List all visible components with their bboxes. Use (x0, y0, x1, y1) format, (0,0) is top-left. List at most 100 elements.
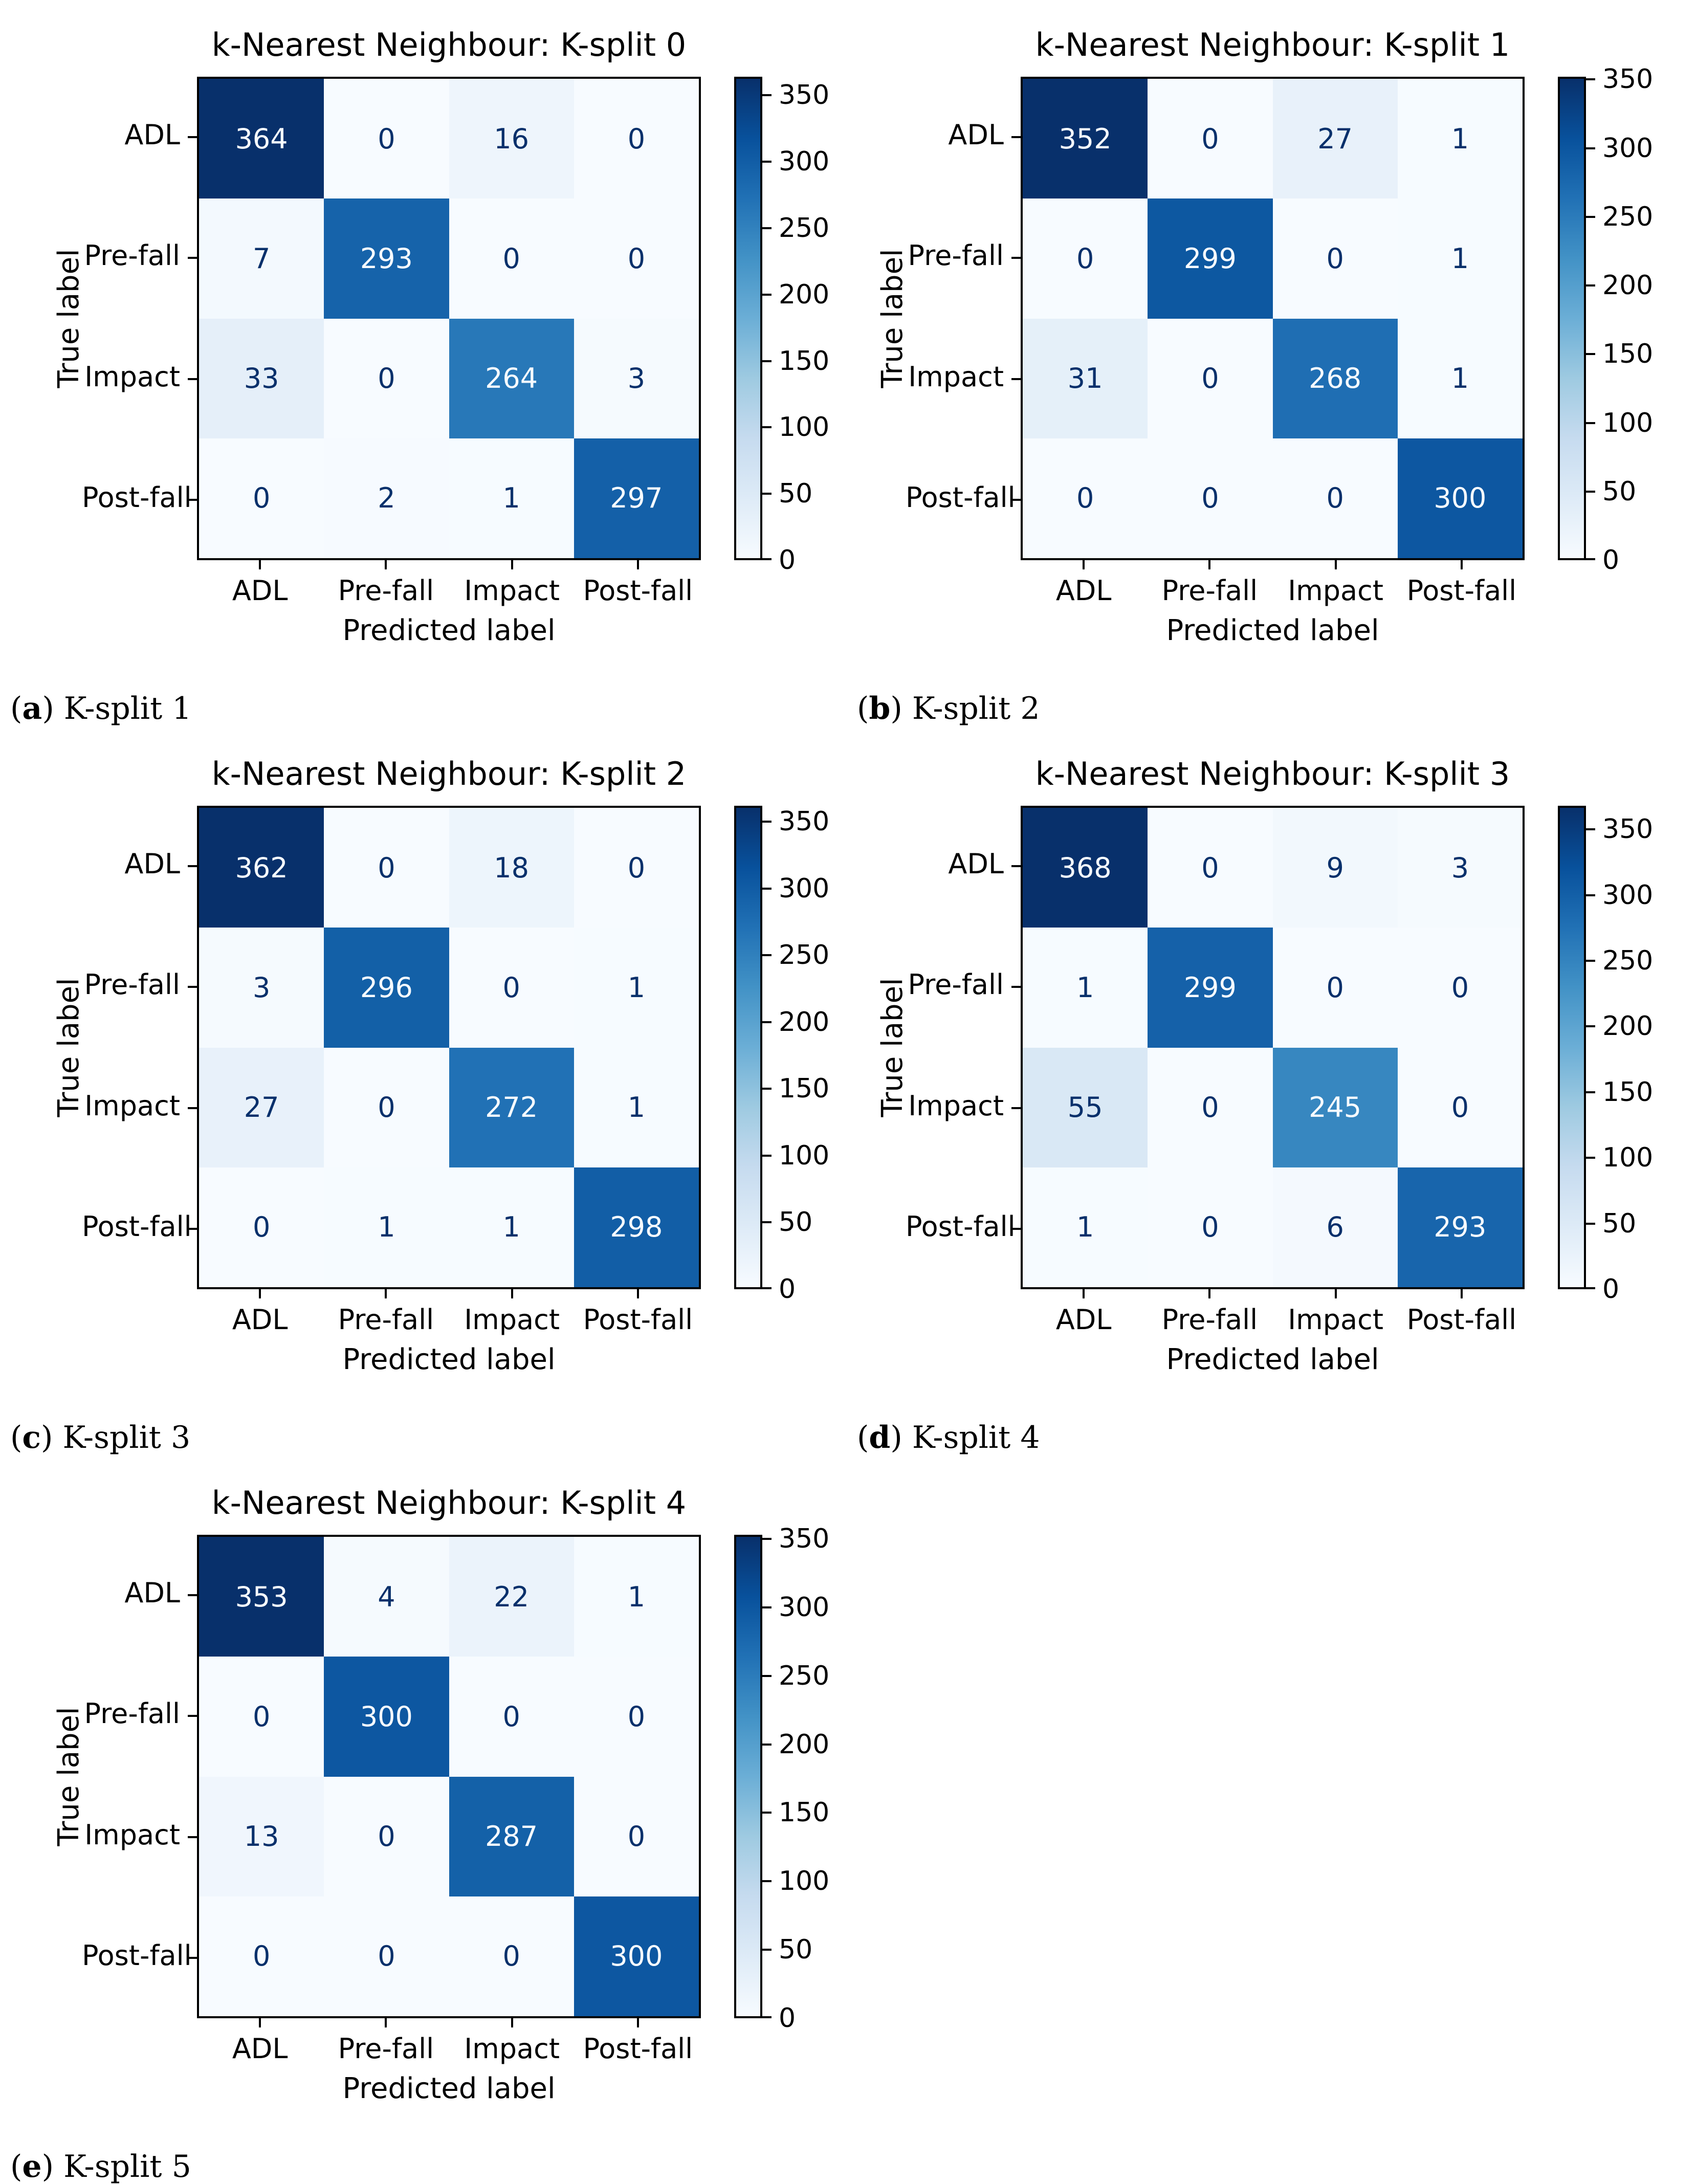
x-tick-label: ADL (232, 2033, 288, 2065)
subfigure-caption: (c) K-split 3 (10, 1420, 190, 1455)
x-axis-label: Predicted label (1166, 614, 1379, 647)
colorbar-tick-mark (1586, 78, 1595, 81)
y-tick-label: Post-fall (82, 481, 192, 514)
cell-value: 33 (244, 362, 279, 395)
matrix-cell: 0 (1148, 1047, 1273, 1167)
cell-value: 0 (502, 1700, 520, 1733)
x-tick-mark (636, 560, 639, 569)
cell-value: 299 (1183, 242, 1237, 275)
colorbar-tick-mark (762, 426, 772, 429)
cell-value: 4 (378, 1580, 395, 1613)
matrix-cell: 300 (574, 1896, 699, 2016)
x-tick-label: Impact (464, 575, 560, 607)
x-tick-label: Post-fall (1406, 575, 1517, 607)
cell-value: 0 (378, 122, 395, 155)
matrix-cell: 1 (1397, 198, 1523, 319)
cell-value: 27 (244, 1091, 279, 1124)
colorbar-tick-label: 0 (1602, 545, 1620, 576)
y-tick-mark (1011, 257, 1021, 259)
matrix-cell: 0 (1148, 438, 1273, 558)
x-axis-label: Predicted label (342, 1343, 556, 1376)
colorbar-tick-label: 100 (1602, 407, 1654, 438)
chart-title: k-Nearest Neighbour: K-split 0 (211, 26, 687, 63)
plot-area: True label 368 0 9 3 1 299 0 0 55 0 245 0 1 0 6 293 ADL Pr… (844, 806, 1673, 1381)
colorbar-tick-label: 350 (779, 1524, 830, 1555)
cell-value: 296 (360, 971, 413, 1004)
colorbar-tick-mark (1586, 894, 1595, 896)
x-tick-mark (1460, 560, 1463, 569)
cell-value: 3 (252, 971, 271, 1004)
cell-value: 0 (252, 482, 271, 515)
matrix-cell: 0 (574, 1776, 699, 1896)
colorbar (1558, 806, 1586, 1289)
cell-value: 0 (1201, 1211, 1219, 1244)
cell-value: 13 (244, 1820, 279, 1853)
x-tick-mark (1334, 560, 1337, 569)
cell-value: 0 (627, 122, 646, 155)
colorbar-tick-label: 50 (779, 1934, 813, 1966)
caption-letter: d (869, 1420, 891, 1455)
colorbar-tick-mark (1586, 1091, 1595, 1093)
matrix-cell: 0 (1148, 808, 1273, 928)
y-tick-label: Pre-fall (84, 1697, 180, 1730)
caption-text: K-split 5 (63, 2149, 191, 2184)
caption-paren: ( (10, 691, 23, 726)
y-tick-mark (1011, 378, 1021, 380)
cell-value: 287 (485, 1820, 538, 1853)
x-tick-mark (636, 2018, 639, 2027)
matrix-cell: 0 (1397, 928, 1523, 1048)
matrix-cell: 27 (199, 1047, 324, 1167)
colorbar-tick-mark (1586, 147, 1595, 149)
plot-area: True label 353 4 22 1 0 300 0 0 13 0 287 0 0 0 0 300 ADL P… (20, 1524, 849, 2110)
colorbar (734, 806, 762, 1289)
cell-value: 0 (502, 1940, 520, 1973)
colorbar-tick-mark (762, 1221, 772, 1224)
colorbar-tick-label: 300 (1602, 879, 1654, 911)
colorbar-tick-label: 150 (779, 1797, 830, 1828)
cell-value: 298 (610, 1211, 663, 1244)
confusion-matrix-panel-c: k-Nearest Neighbour: K-split 2 True label… (10, 744, 849, 1461)
cell-value: 1 (1451, 362, 1469, 395)
matrix-cell: 0 (324, 808, 449, 928)
matrix-cell: 0 (1148, 79, 1273, 199)
plot-area: True label 362 0 18 0 3 296 0 1 27 0 272 1 0 1 1 298 ADL P… (20, 806, 849, 1381)
colorbar-tick-mark (762, 293, 772, 296)
cell-value: 268 (1309, 362, 1362, 395)
cell-value: 293 (1434, 1211, 1487, 1244)
cell-value: 0 (1201, 482, 1219, 515)
x-tick-mark (1460, 1289, 1463, 1298)
matrix-cell: 0 (324, 79, 449, 199)
matrix-cell: 293 (1397, 1167, 1523, 1287)
matrix-cell: 0 (574, 79, 699, 199)
x-tick-mark (1083, 1289, 1085, 1298)
x-tick-label: Pre-fall (338, 2033, 434, 2065)
matrix-cell: 0 (324, 1776, 449, 1896)
colorbar-tick-mark (762, 1606, 772, 1608)
matrix-cell: 1 (1023, 928, 1148, 1048)
x-tick-label: ADL (1055, 1304, 1112, 1336)
matrix-cell: 299 (1148, 198, 1273, 319)
cell-value: 0 (378, 1091, 395, 1124)
colorbar-tick-mark (762, 1949, 772, 1951)
colorbar-tick-mark (762, 1880, 772, 1883)
caption-text: K-split 4 (912, 1420, 1040, 1455)
cell-value: 0 (1201, 1091, 1219, 1124)
matrix-cell: 0 (324, 318, 449, 438)
cell-value: 0 (1076, 242, 1094, 275)
colorbar-tick-mark (1586, 353, 1595, 356)
matrix-cell: 1 (1023, 1167, 1148, 1287)
colorbar-tick-label: 300 (779, 873, 830, 904)
cell-value: 364 (235, 122, 288, 155)
matrix-cell: 0 (574, 1657, 699, 1777)
colorbar-tick-label: 200 (779, 1006, 830, 1038)
caption-paren: ) (41, 2149, 64, 2184)
x-tick-mark (385, 560, 387, 569)
colorbar-tick-label: 350 (1602, 814, 1654, 845)
matrix-cell: 6 (1272, 1167, 1398, 1287)
cell-value: 1 (378, 1211, 395, 1244)
y-tick-label: ADL (124, 848, 180, 880)
matrix-cell: 293 (324, 198, 449, 319)
y-tick-label: Impact (84, 360, 180, 393)
cell-value: 0 (378, 362, 395, 395)
colorbar-tick-mark (1586, 490, 1595, 493)
